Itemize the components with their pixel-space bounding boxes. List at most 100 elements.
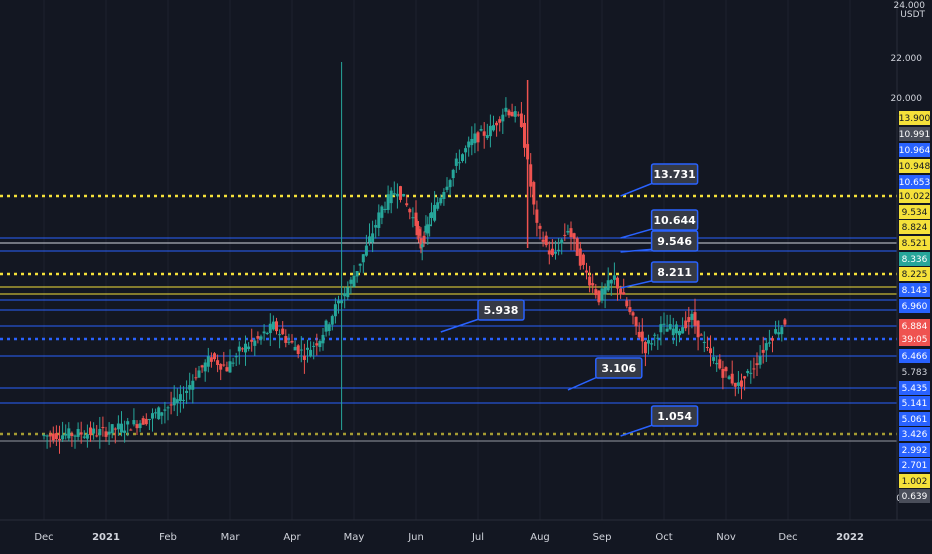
candle-body	[262, 331, 266, 334]
price-label-box	[899, 332, 930, 346]
callout-box	[477, 299, 525, 321]
candle-body	[436, 202, 440, 209]
candle-body	[253, 340, 257, 346]
candle-body	[256, 336, 260, 339]
candle-body	[777, 332, 781, 335]
candle-body	[371, 233, 375, 243]
price-label-box	[899, 349, 930, 363]
candle-body	[191, 380, 195, 390]
candle-body	[727, 376, 731, 379]
price-label-box	[899, 365, 930, 379]
y-tick-label: 20.000	[891, 94, 923, 104]
callout-box	[595, 357, 643, 379]
candle-body	[420, 244, 424, 248]
price-label-box	[899, 396, 930, 410]
candle-body	[259, 336, 263, 340]
candle-body	[513, 111, 517, 117]
candle-body	[724, 367, 728, 372]
x-tick-label: 2021	[92, 532, 120, 543]
price-label: 10.022	[899, 192, 931, 202]
candle-body	[101, 427, 105, 429]
candle-body	[290, 340, 294, 343]
candle-body	[113, 428, 117, 430]
candle-body	[265, 332, 269, 334]
candle-body	[166, 407, 170, 409]
candle-body	[780, 327, 784, 335]
candle-body	[129, 429, 133, 431]
candle-body	[665, 328, 669, 332]
candle-body	[433, 204, 437, 221]
candle-body	[132, 420, 136, 425]
candle-body	[659, 324, 663, 333]
price-label-box	[899, 205, 930, 219]
candle-body	[702, 341, 706, 343]
candle-body	[612, 275, 616, 280]
candle-body	[333, 304, 337, 317]
x-tick-label: Jun	[407, 532, 424, 543]
candle-body	[761, 349, 765, 353]
candle-body	[451, 169, 455, 179]
candle-body	[42, 435, 46, 437]
candle-body	[234, 356, 238, 358]
candle-body	[774, 329, 778, 334]
candle-body	[172, 397, 176, 406]
callout-box	[650, 163, 699, 185]
candle-body	[448, 180, 452, 188]
candle-body	[693, 312, 697, 326]
price-label: 3.426	[902, 430, 928, 440]
candle-body	[656, 337, 660, 339]
candle-body	[464, 148, 468, 153]
candle-body	[79, 432, 83, 435]
candle-body	[321, 334, 325, 344]
candle-body	[684, 320, 688, 329]
candle-body	[244, 343, 247, 353]
candle-body	[383, 208, 387, 210]
candle-body	[783, 319, 787, 325]
candle-body	[309, 349, 313, 357]
candle-body	[200, 365, 204, 368]
callout-pointer	[620, 248, 656, 253]
candle-body	[554, 251, 557, 254]
candle-body	[445, 186, 449, 190]
candle-body	[225, 367, 229, 372]
price-label: 1.002	[902, 477, 928, 487]
price-label: 6.466	[902, 352, 928, 362]
candle-body	[628, 307, 632, 313]
price-label: 8.336	[902, 255, 928, 265]
candle-body	[422, 235, 426, 243]
price-label-box	[899, 267, 930, 281]
candle-body	[492, 125, 495, 131]
candle-body	[330, 316, 334, 325]
candle-body	[287, 341, 291, 343]
candle-body	[281, 328, 285, 335]
price-label-box	[899, 220, 930, 234]
candle-body	[126, 421, 130, 425]
price-label: 2.992	[902, 446, 928, 456]
candle-body	[730, 373, 734, 384]
price-label-box	[899, 299, 930, 313]
x-tick-label: Dec	[778, 532, 797, 543]
candle-body	[495, 122, 499, 126]
candle-body	[318, 341, 322, 348]
candle-body	[619, 288, 623, 295]
candle-body	[631, 312, 635, 316]
price-label: 2.701	[902, 461, 928, 471]
candle-body	[519, 113, 523, 128]
callout-pointer	[620, 423, 656, 437]
candle-body	[467, 141, 471, 148]
candle-body	[550, 248, 554, 256]
price-label: 39:05	[902, 335, 928, 345]
candle-body	[312, 345, 316, 347]
price-label: 5.061	[902, 415, 928, 425]
x-tick-label: Oct	[655, 532, 672, 543]
candle-body	[54, 433, 58, 440]
candle-body	[426, 224, 430, 234]
callout-label: 10.644	[653, 214, 696, 227]
price-label: 0.639	[902, 492, 928, 502]
candle-body	[237, 346, 241, 352]
candle-body	[374, 225, 378, 228]
candle-body	[178, 394, 182, 402]
candle-body	[575, 238, 579, 256]
callout-pointer	[620, 279, 656, 289]
candle-body	[736, 382, 740, 386]
